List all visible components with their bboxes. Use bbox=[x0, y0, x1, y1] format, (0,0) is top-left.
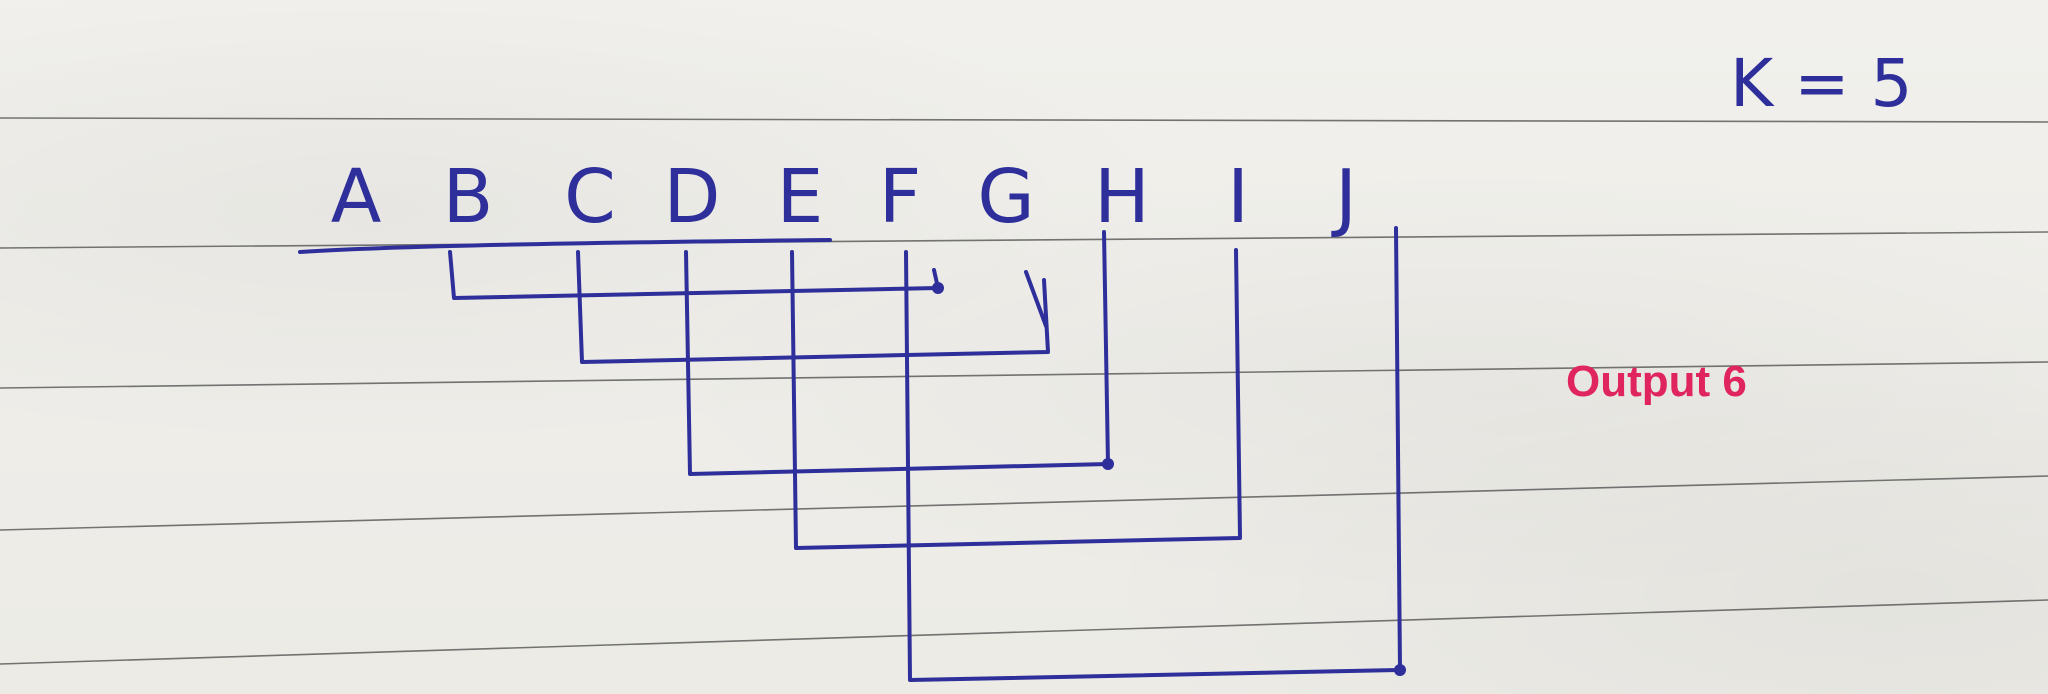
wire-junction-dot bbox=[1102, 458, 1114, 470]
node-d: D bbox=[664, 154, 721, 240]
wire-c-g bbox=[576, 250, 1050, 364]
wire-b-f bbox=[448, 250, 940, 300]
constraint-label: K = 5 bbox=[1730, 45, 1913, 122]
node-h: H bbox=[1094, 154, 1150, 240]
connection-wires bbox=[448, 226, 1406, 682]
wire-e-i bbox=[790, 248, 1242, 550]
node-i: I bbox=[1227, 154, 1249, 240]
wire-junction-dot bbox=[1394, 664, 1406, 676]
node-f: F bbox=[879, 154, 922, 240]
node-e: E bbox=[777, 154, 824, 240]
node-c: C bbox=[564, 154, 616, 240]
output-annotation: Output 6 bbox=[1566, 357, 1747, 406]
ruled-lines bbox=[0, 117, 2048, 665]
wire-junction-dot bbox=[932, 282, 944, 294]
letters-underline bbox=[298, 238, 832, 254]
node-j: J bbox=[1331, 154, 1357, 240]
wire-d-h bbox=[684, 230, 1110, 476]
node-a: A bbox=[331, 154, 382, 240]
wire-f-j bbox=[904, 226, 1402, 682]
wire-tick-mark bbox=[1024, 270, 1048, 328]
node-g: G bbox=[977, 154, 1034, 240]
node-b: B bbox=[443, 154, 494, 240]
